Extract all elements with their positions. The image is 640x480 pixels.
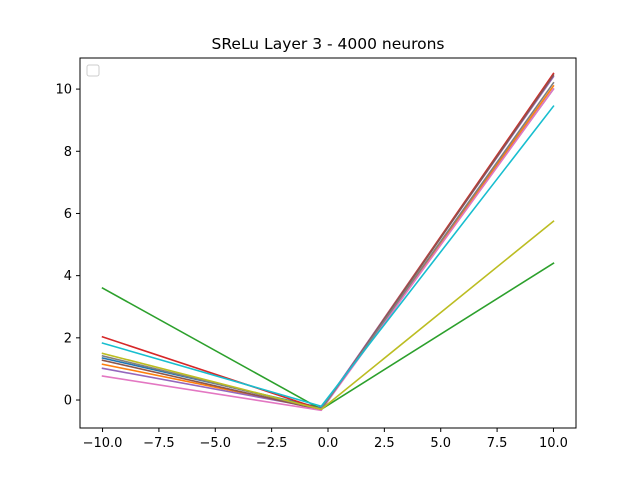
x-tick-label: −10.0 [83, 436, 123, 451]
y-tick-label: 10 [55, 83, 72, 98]
x-tick-label: −7.5 [143, 436, 175, 451]
x-tick-label: −2.5 [256, 436, 288, 451]
y-tick-label: 2 [64, 331, 72, 346]
series-line-10 [101, 105, 555, 408]
y-tick-label: 8 [64, 145, 72, 160]
x-tick-label: 0.0 [318, 436, 339, 451]
y-tick-label: 4 [64, 269, 72, 284]
y-axis: 0 2 4 6 8 10 [55, 83, 80, 409]
series-line-7 [101, 87, 555, 412]
chart-title: SReLu Layer 3 - 4000 neurons [212, 35, 445, 53]
y-tick-label: 6 [64, 207, 72, 222]
y-tick-label: 0 [64, 394, 72, 409]
x-tick-label: 2.5 [374, 436, 395, 451]
series-line-9 [101, 220, 555, 411]
plot-frame [79, 57, 577, 429]
x-tick-label: 7.5 [487, 436, 508, 451]
x-tick-label: −5.0 [199, 436, 231, 451]
series-layer [101, 72, 555, 412]
x-axis: −10.0 −7.5 −5.0 −2.5 0.0 2.5 5.0 7.5 10.0 [83, 428, 568, 451]
legend-box[interactable] [86, 64, 100, 77]
x-tick-label: 5.0 [430, 436, 451, 451]
x-tick-label: 10.0 [539, 436, 568, 451]
